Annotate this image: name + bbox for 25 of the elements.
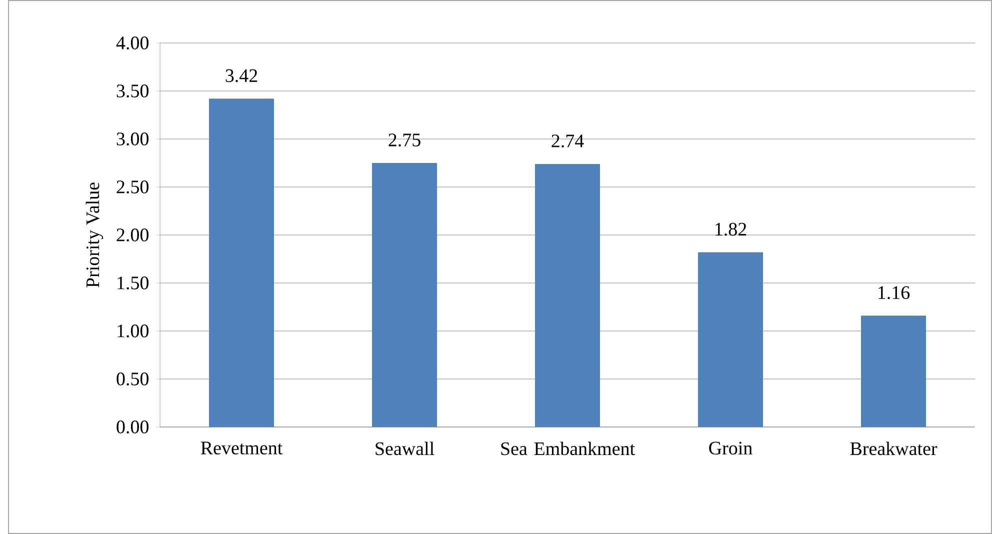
y-tick-label: 0.00 xyxy=(116,420,148,434)
data-label: 3.42 xyxy=(226,69,258,82)
bar xyxy=(372,162,438,427)
x-tick-label: Sea Embankment xyxy=(501,442,635,456)
y-tick-label: 3.50 xyxy=(116,84,148,98)
data-label: 2.75 xyxy=(388,134,420,146)
y-tick-label: 4.00 xyxy=(116,36,148,50)
y-tick-label: 0.50 xyxy=(116,372,148,386)
x-tick-label: Revetment xyxy=(200,442,283,454)
y-tick-label: 2.50 xyxy=(116,180,148,194)
x-tick-label: Seawall xyxy=(376,442,434,456)
x-tick-label: Groin xyxy=(709,442,752,455)
bar xyxy=(861,316,926,427)
x-tick-label: Breakwater xyxy=(850,442,938,456)
data-label: 1.16 xyxy=(878,286,910,300)
bar xyxy=(698,252,764,427)
y-tick-label: 1.50 xyxy=(118,276,148,290)
bar xyxy=(535,164,600,427)
y-tick-label: 1.00 xyxy=(118,324,148,338)
y-axis-title: Priority Value xyxy=(86,182,104,288)
data-label: 2.74 xyxy=(552,134,584,148)
y-tick-label: 3.00 xyxy=(116,132,148,146)
y-tick-label: 2.00 xyxy=(116,228,148,242)
bar xyxy=(209,98,274,427)
data-label: 1.82 xyxy=(716,222,746,236)
